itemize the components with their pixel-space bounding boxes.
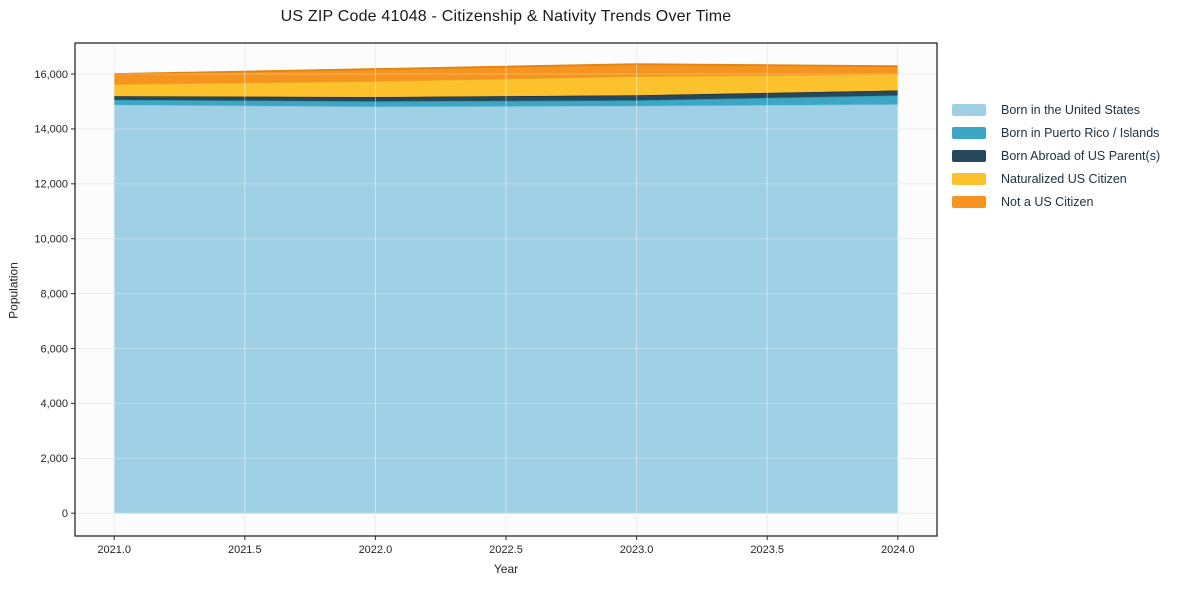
x-axis-label: Year (493, 562, 519, 576)
legend-swatch-icon (952, 150, 986, 162)
legend-label: Not a US Citizen (1001, 195, 1094, 209)
legend-label: Born in Puerto Rico / Islands (1001, 126, 1160, 140)
y-tick-label: 16,000 (34, 69, 68, 81)
y-tick-label: 4,000 (40, 398, 68, 410)
y-tick-label: 6,000 (40, 343, 68, 355)
y-axis-label: Population (6, 262, 21, 319)
legend-label: Born in the United States (1001, 103, 1140, 117)
y-tick-label: 12,000 (34, 179, 68, 191)
x-tick-label: 2024.0 (881, 544, 915, 556)
y-tick-label: 10,000 (34, 234, 68, 246)
x-tick-label: 2022.5 (489, 544, 523, 556)
y-tick-label: 2,000 (40, 453, 68, 465)
legend-item-0: Born in the United States (952, 103, 1182, 117)
x-tick-label: 2021.0 (97, 544, 131, 556)
chart-title: US ZIP Code 41048 - Citizenship & Nativi… (280, 8, 732, 25)
y-tick-label: 0 (62, 508, 68, 520)
legend-item-1: Born in Puerto Rico / Islands (952, 126, 1182, 140)
tick-marks (71, 73, 899, 540)
legend-swatch-icon (952, 104, 986, 116)
legend: Born in the United States Born in Puerto … (952, 103, 1182, 219)
legend-label: Naturalized US Citizen (1001, 172, 1127, 186)
x-tick-label: 2022.0 (359, 544, 393, 556)
y-tick-label: 14,000 (34, 124, 68, 136)
tick-labels: 0 2,000 4,000 6,000 8,000 10,000 12,000 14,000 1… (34, 69, 914, 556)
x-tick-label: 2023.5 (750, 544, 784, 556)
area-top-edge-4 (114, 63, 898, 75)
y-tick-label: 8,000 (40, 288, 68, 300)
gridlines-over-areas (75, 43, 937, 536)
legend-item-3: Naturalized US Citizen (952, 172, 1182, 186)
legend-item-4: Not a US Citizen (952, 195, 1182, 209)
x-tick-label: 2023.0 (620, 544, 654, 556)
legend-swatch-icon (952, 196, 986, 208)
legend-item-2: Born Abroad of US Parent(s) (952, 149, 1182, 163)
legend-swatch-icon (952, 173, 986, 185)
x-tick-label: 2021.5 (228, 544, 262, 556)
legend-label: Born Abroad of US Parent(s) (1001, 149, 1161, 163)
stacked-areas (113, 63, 899, 514)
legend-swatch-icon (952, 127, 986, 139)
